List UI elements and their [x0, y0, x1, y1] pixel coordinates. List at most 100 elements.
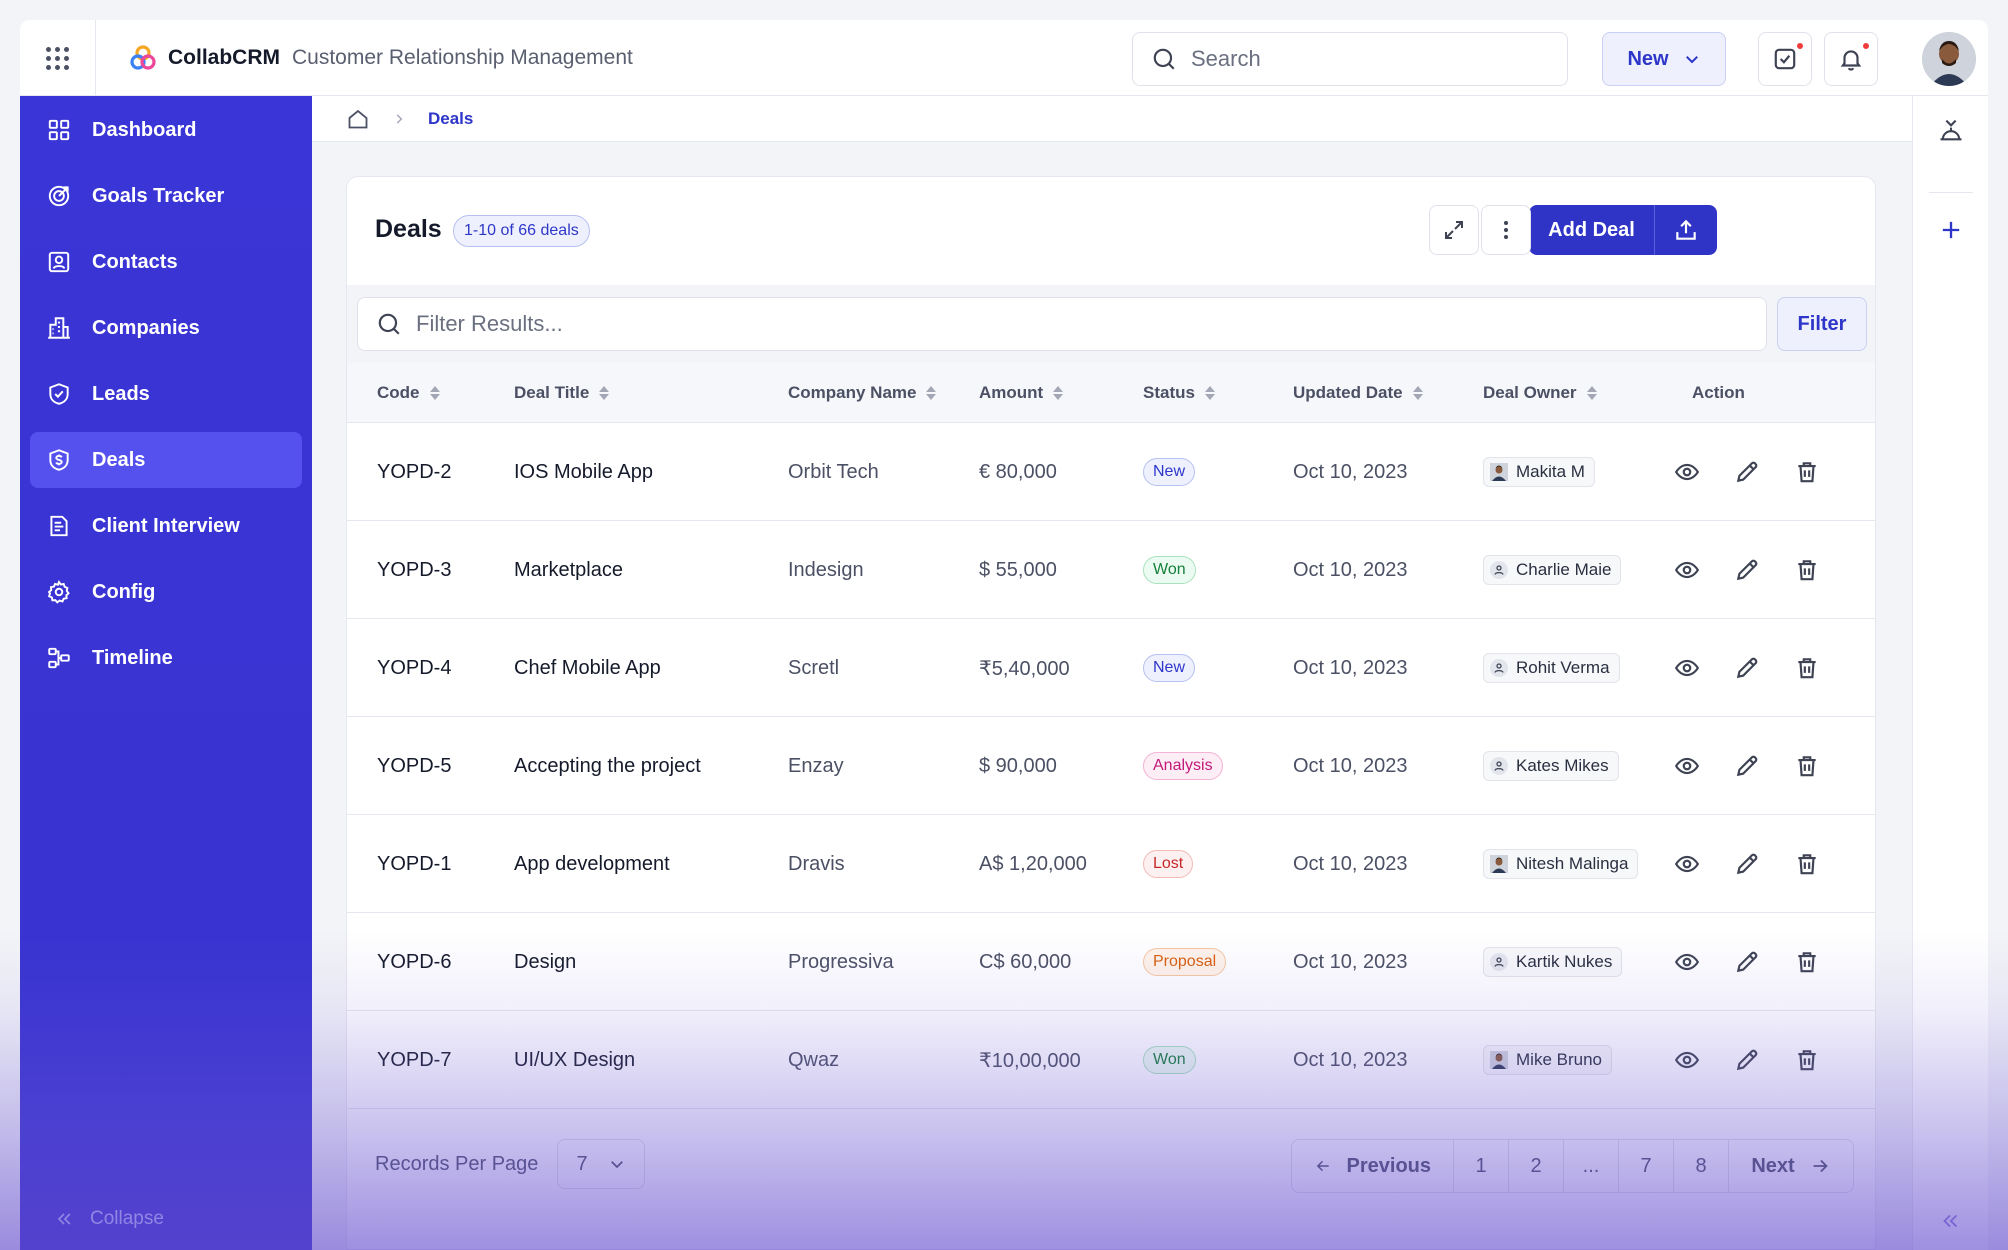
column-header-updated-date[interactable]: Updated Date [1293, 363, 1423, 423]
next-button[interactable]: Next [1729, 1140, 1853, 1192]
filter-field[interactable] [357, 297, 1767, 351]
page-button-8[interactable]: 8 [1674, 1140, 1729, 1192]
user-avatar[interactable] [1922, 32, 1976, 86]
status-badge: New [1143, 654, 1196, 682]
cell-status: Won [1143, 521, 1196, 619]
collapse-rail-button[interactable] [1939, 1210, 1961, 1237]
owner-chip[interactable]: Nitesh Malinga [1483, 849, 1639, 879]
delete-button[interactable] [1787, 815, 1827, 913]
sidebar-item-goals-tracker[interactable]: Goals Tracker [30, 168, 302, 224]
sidebar-item-deals[interactable]: Deals [30, 432, 302, 488]
sidebar-item-dashboard[interactable]: Dashboard [30, 102, 302, 158]
owner-chip[interactable]: Rohit Verma [1483, 653, 1620, 683]
view-button[interactable] [1667, 619, 1707, 717]
delete-button[interactable] [1787, 619, 1827, 717]
records-per-page-select[interactable]: 7 [557, 1139, 645, 1189]
notifications-button[interactable] [1824, 32, 1878, 86]
arrow-left-icon [1316, 1160, 1329, 1172]
delete-button[interactable] [1787, 717, 1827, 815]
view-button[interactable] [1667, 423, 1707, 521]
view-button[interactable] [1667, 815, 1707, 913]
page-button-7[interactable]: 7 [1619, 1140, 1674, 1192]
edit-button[interactable] [1727, 521, 1767, 619]
sidebar-item-companies[interactable]: Companies [30, 300, 302, 356]
app-launcher-button[interactable] [20, 20, 96, 96]
cell-amount: $ 55,000 [979, 558, 1057, 581]
table-row[interactable]: YOPD-7 UI/UX Design Qwaz ₹10,00,000 Won Oct 1… [347, 1011, 1875, 1109]
filter-button[interactable]: Filter [1777, 297, 1867, 351]
column-header-deal-title[interactable]: Deal Title [514, 363, 610, 423]
table-row[interactable]: YOPD-2 IOS Mobile App Orbit Tech € 80,000 Ne… [347, 423, 1875, 521]
deals-card: Deals 1-10 of 66 deals Add Deal [346, 176, 1876, 1250]
edit-button[interactable] [1727, 423, 1767, 521]
trash-icon [1798, 854, 1816, 875]
table-row[interactable]: YOPD-4 Chef Mobile App Scretl ₹5,40,000 New O… [347, 619, 1875, 717]
cell-status: New [1143, 619, 1196, 717]
view-button[interactable] [1667, 913, 1707, 1011]
table-row[interactable]: YOPD-5 Accepting the project Enzay $ 90,000… [347, 717, 1875, 815]
owner-chip[interactable]: Kates Mikes [1483, 751, 1619, 781]
cell-code: YOPD-7 [377, 1048, 452, 1071]
view-button[interactable] [1667, 521, 1707, 619]
edit-button[interactable] [1727, 1011, 1767, 1109]
owner-chip[interactable]: Makita M [1483, 457, 1595, 487]
breadcrumb-current[interactable]: Deals [428, 108, 474, 128]
tasks-button[interactable] [1758, 32, 1812, 86]
global-search[interactable] [1132, 32, 1568, 86]
owner-avatar [1490, 463, 1508, 481]
sidebar-item-config[interactable]: Config [30, 564, 302, 620]
column-header-deal-owner[interactable]: Deal Owner [1483, 363, 1597, 423]
collapse-button[interactable]: Collapse [54, 1208, 164, 1230]
previous-button[interactable]: Previous [1292, 1140, 1454, 1192]
owner-chip[interactable]: Charlie Maie [1483, 555, 1622, 585]
view-button[interactable] [1667, 1011, 1707, 1109]
edit-button[interactable] [1727, 619, 1767, 717]
home-icon[interactable] [346, 107, 370, 131]
column-header-status[interactable]: Status [1143, 363, 1215, 423]
edit-button[interactable] [1727, 717, 1767, 815]
delete-button[interactable] [1787, 1011, 1827, 1109]
eye-icon [1674, 561, 1700, 579]
sidebar-item-contacts[interactable]: Contacts [30, 234, 302, 290]
cell-deal-title[interactable]: Design [514, 950, 577, 973]
user-icon [1494, 957, 1504, 967]
more-options-button[interactable] [1481, 205, 1531, 255]
delete-button[interactable] [1787, 423, 1827, 521]
add-widget-button[interactable] [1937, 216, 1965, 249]
column-header-code[interactable]: Code [377, 363, 440, 423]
upload-button[interactable] [1655, 205, 1717, 255]
search-input[interactable] [1191, 46, 1551, 72]
column-label: Action [1692, 383, 1745, 402]
cell-deal-title[interactable]: Chef Mobile App [514, 656, 661, 679]
sidebar-item-client-interview[interactable]: Client Interview [30, 498, 302, 554]
dashboard-icon [48, 119, 70, 141]
cell-deal-title[interactable]: Accepting the project [514, 754, 701, 777]
column-header-company-name[interactable]: Company Name [788, 363, 937, 423]
page-button-1[interactable]: 1 [1454, 1140, 1509, 1192]
owner-chip[interactable]: Mike Bruno [1483, 1045, 1612, 1075]
table-row[interactable]: YOPD-1 App development Dravis A$ 1,20,000 Lo… [347, 815, 1875, 913]
new-dropdown-button[interactable]: New [1602, 32, 1726, 86]
table-row[interactable]: YOPD-3 Marketplace Indesign $ 55,000 Won Oct … [347, 521, 1875, 619]
expand-button[interactable] [1429, 205, 1479, 255]
edit-button[interactable] [1727, 913, 1767, 1011]
cell-updated-date: Oct 10, 2023 [1293, 852, 1408, 875]
ai-assistant-button[interactable] [1937, 116, 1965, 149]
delete-button[interactable] [1787, 521, 1827, 619]
cell-updated-date: Oct 10, 2023 [1293, 558, 1408, 581]
cell-deal-title[interactable]: Marketplace [514, 558, 623, 581]
sidebar-item-timeline[interactable]: Timeline [30, 630, 302, 686]
add-deal-button[interactable]: Add Deal [1529, 205, 1655, 255]
view-button[interactable] [1667, 717, 1707, 815]
cell-deal-title[interactable]: UI/UX Design [514, 1048, 636, 1071]
cell-deal-title[interactable]: IOS Mobile App [514, 460, 653, 483]
table-row[interactable]: YOPD-6 Design Progressiva C$ 60,000 Proposal… [347, 913, 1875, 1011]
edit-button[interactable] [1727, 815, 1767, 913]
delete-button[interactable] [1787, 913, 1827, 1011]
column-header-amount[interactable]: Amount [979, 363, 1064, 423]
owner-chip[interactable]: Kartik Nukes [1483, 947, 1623, 977]
sidebar-item-leads[interactable]: Leads [30, 366, 302, 422]
page-button-2[interactable]: 2 [1509, 1140, 1564, 1192]
cell-deal-title[interactable]: App development [514, 852, 670, 875]
filter-input[interactable] [416, 311, 1716, 337]
